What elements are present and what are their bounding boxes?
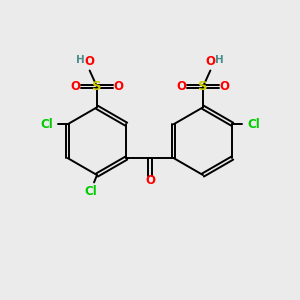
Text: S: S: [198, 80, 208, 93]
Text: Cl: Cl: [85, 185, 98, 198]
Text: H: H: [215, 55, 224, 65]
Text: O: O: [113, 80, 123, 93]
Text: O: O: [177, 80, 187, 93]
Text: O: O: [206, 55, 215, 68]
Text: O: O: [145, 174, 155, 187]
Text: Cl: Cl: [40, 118, 53, 131]
Text: H: H: [76, 55, 85, 65]
Text: O: O: [219, 80, 229, 93]
Text: O: O: [71, 80, 81, 93]
Text: Cl: Cl: [247, 118, 260, 131]
Text: S: S: [92, 80, 102, 93]
Text: O: O: [85, 55, 94, 68]
